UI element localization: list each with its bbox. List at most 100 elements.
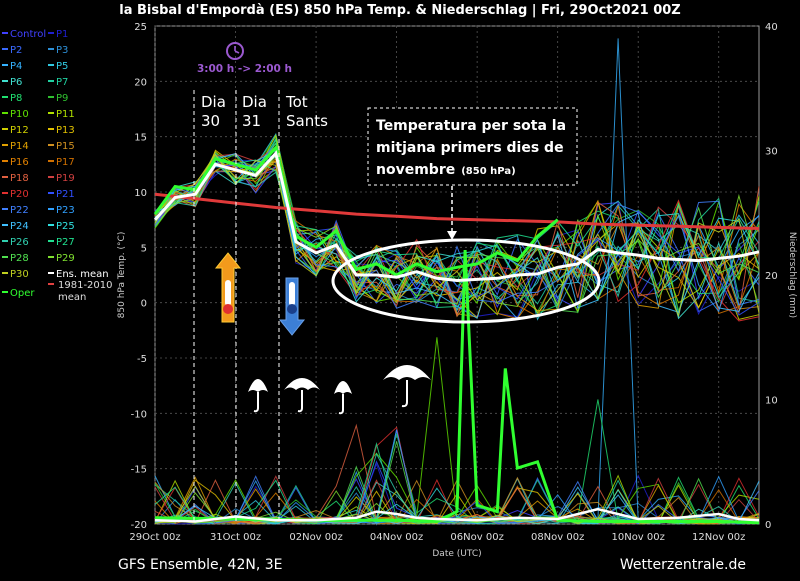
y-tick-right: 20 (765, 271, 778, 282)
umbrella-icon (334, 381, 352, 415)
y-ticks-left: 25 20 15 10 5 0 -5 -10 -15 -20 (131, 22, 147, 531)
legend-label: P10 (10, 109, 29, 120)
y-tick-left: -15 (131, 465, 147, 476)
legend-label: P4 (10, 61, 22, 72)
legend-label: P17 (56, 157, 75, 168)
callout-box (367, 107, 578, 186)
legend-label: P6 (10, 77, 22, 88)
legend-label: P14 (10, 141, 29, 152)
y-axis-label-left: 850 hPa Temp. (°C) (117, 232, 127, 319)
y-tick-right: 30 (765, 147, 778, 158)
tot-sants-label-2: Sants (286, 112, 328, 130)
y-tick-left: 15 (134, 133, 147, 144)
legend-label: 1981-2010 (58, 280, 113, 291)
legend-label: P8 (10, 93, 22, 104)
legend-label: P27 (56, 237, 75, 248)
y-tick-left: -10 (131, 409, 147, 420)
member-precip-line (154, 476, 760, 525)
legend-label: P24 (10, 221, 29, 232)
member-line (154, 162, 760, 322)
x-axis-label: Date (UTC) (432, 549, 481, 559)
callout-line-2: mitjana primers dies de (376, 140, 564, 156)
y-tick-left: 10 (134, 188, 147, 199)
legend-label: mean (58, 292, 86, 303)
legend-label: P3 (56, 45, 68, 56)
legend-label: P1 (56, 29, 68, 40)
climate-mean-line (154, 192, 760, 230)
y-tick-left: 0 (141, 299, 147, 310)
dia31-label-1: Dia (242, 93, 267, 111)
ens-mean-line (153, 150, 760, 283)
legend-label: Oper (10, 288, 35, 299)
legend-label: Ens. mean (56, 269, 109, 280)
callout-novembre: novembre (376, 162, 455, 178)
x-tick: 06Nov 00z (450, 532, 503, 543)
y-ticks-right: 40 30 20 10 0 (765, 22, 778, 531)
member-line (154, 154, 760, 308)
member-line (154, 164, 760, 316)
ens-mean-precip-line (154, 507, 760, 523)
x-tick: 04Nov 00z (370, 532, 423, 543)
y-tick-left: 25 (134, 22, 147, 33)
x-tick: 31Oct 00z (210, 532, 261, 543)
member-line (154, 161, 760, 305)
footer-brand: Wetterzentrale.de (620, 557, 746, 573)
warm-arrow-icon (214, 252, 242, 323)
legend-label: P28 (10, 253, 29, 264)
dia30-label-1: Dia (201, 93, 226, 111)
y-tick-right: 40 (765, 22, 778, 33)
legend-label: P30 (10, 269, 29, 280)
member-line (154, 153, 760, 318)
legend-label: P18 (10, 173, 29, 184)
x-ticks: 29Oct 00z 31Oct 00z 02Nov 00z 04Nov 00z 06No… (129, 532, 745, 543)
y-tick-left: 20 (134, 77, 147, 88)
callout-small: (850 hPa) (461, 166, 515, 177)
legend-label: P22 (10, 205, 29, 216)
chart-title: la Bisbal d'Empordà (ES) 850 hPa Temp. &… (119, 3, 680, 18)
y-axis-label-right: Niederschlag (mm) (787, 232, 797, 318)
x-tick: 08Nov 00z (531, 532, 584, 543)
cold-arrow-icon (278, 277, 306, 336)
legend-label: P9 (56, 93, 68, 104)
legend-label: P2 (10, 45, 22, 56)
legend-label: Control (10, 29, 46, 40)
time-change-label: 3:00 h -> 2:00 h (197, 63, 292, 75)
legend: Control P1 P2 P3 P4 P5 P6 P7 P8 P9 P10 P11 P12 P13 P14… (2, 29, 113, 303)
legend-label: P21 (56, 189, 75, 200)
footer-source: GFS Ensemble, 42N, 3E (118, 557, 283, 573)
oper-precip-line (154, 250, 760, 525)
y-tick-right: 10 (765, 396, 778, 407)
y-tick-left: -5 (137, 354, 147, 365)
dia31-label-2: 31 (242, 112, 261, 130)
member-line (154, 156, 760, 309)
legend-label: P26 (10, 237, 29, 248)
member-line (154, 141, 760, 313)
umbrella-icon (383, 365, 431, 408)
tot-sants-label-1: Tot (285, 93, 308, 111)
oper-line (153, 144, 559, 277)
legend-label: P11 (56, 109, 75, 120)
dia30-label-2: 30 (201, 112, 220, 130)
x-tick: 12Nov 00z (692, 532, 745, 543)
legend-label: P20 (10, 189, 29, 200)
umbrella-icon (284, 378, 320, 413)
x-tick: 29Oct 00z (129, 532, 180, 543)
legend-label: P5 (56, 61, 68, 72)
legend-label: P25 (56, 221, 75, 232)
callout-arrowhead (447, 231, 457, 240)
y-tick-right: 0 (765, 520, 771, 531)
legend-label: P19 (56, 173, 75, 184)
y-tick-left: -20 (131, 520, 147, 531)
legend-label: P12 (10, 125, 29, 136)
member-line (154, 142, 760, 309)
legend-label: P23 (56, 205, 75, 216)
y-tick-left: 5 (141, 243, 147, 254)
legend-label: P7 (56, 77, 68, 88)
legend-label: P29 (56, 253, 75, 264)
callout-line-1: Temperatura per sota la (376, 118, 566, 134)
clock-icon (226, 42, 244, 60)
x-tick: 10Nov 00z (611, 532, 664, 543)
legend-label: P16 (10, 157, 29, 168)
